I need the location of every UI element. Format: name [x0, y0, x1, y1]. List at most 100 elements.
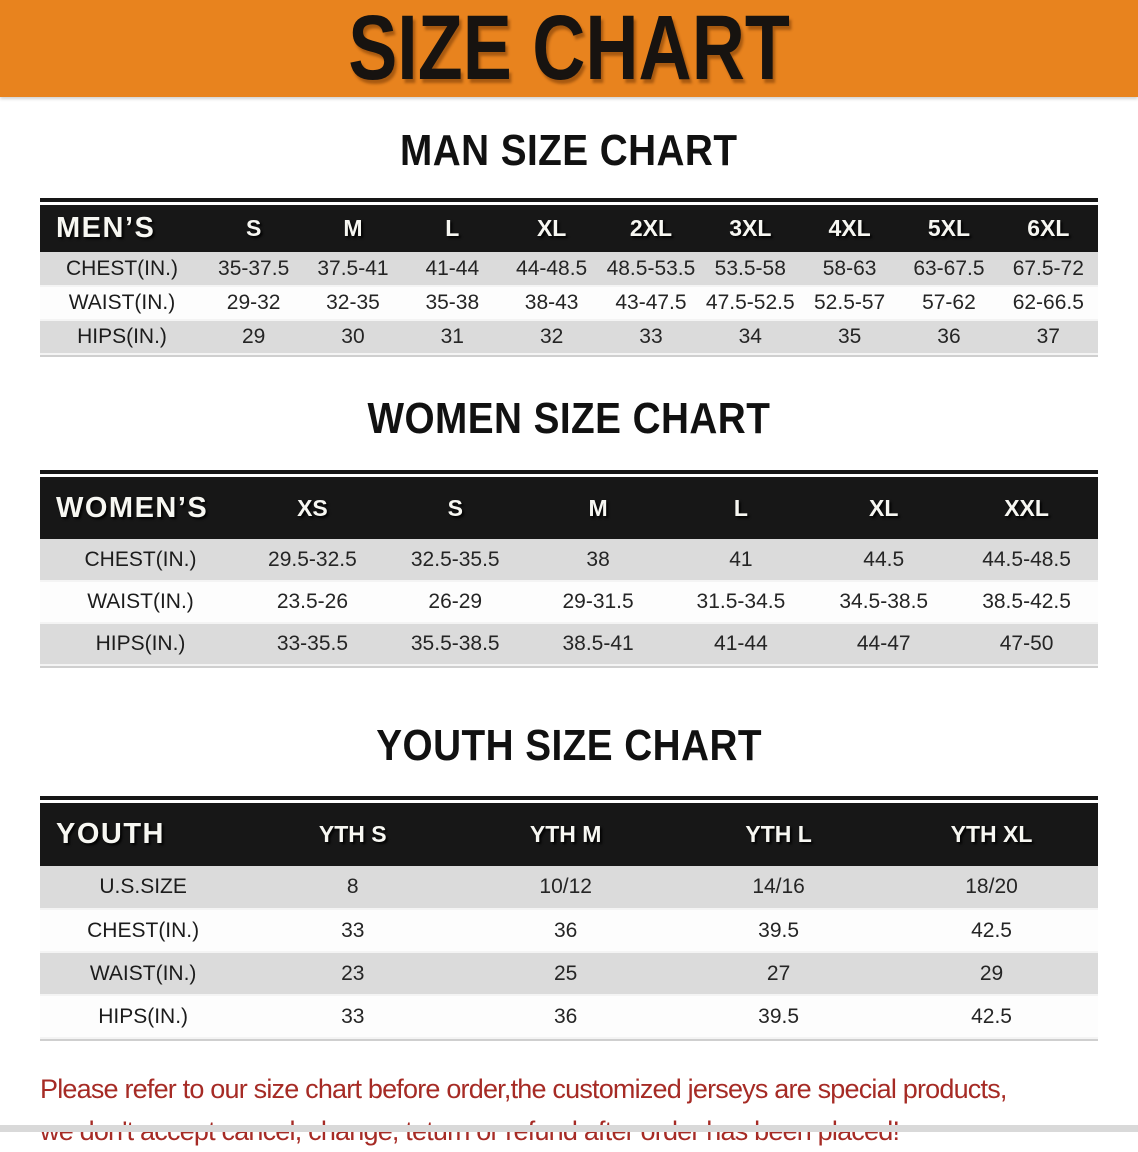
measurement-value: 35-37.5 — [203, 252, 304, 286]
header-row: WOMEN’S XS S M L XL XXL — [40, 477, 1098, 539]
measurement-value: 44.5-48.5 — [955, 539, 1098, 581]
measurement-value: 29 — [885, 952, 1098, 995]
measurement-value: 18/20 — [885, 866, 1098, 909]
men-section: MAN SIZE CHART MEN’S S M L XL 2XL 3XL 4XL 5XL 6XL… — [0, 126, 1138, 357]
youth-section: YOUTH SIZE CHART YOUTH YTH S YTH M YTH L YTH… — [0, 721, 1138, 1041]
measurement-value: 44-47 — [812, 623, 956, 665]
measurement-value: 39.5 — [672, 909, 886, 952]
table-row: HIPS(IN.) 33 36 39.5 42.5 — [40, 995, 1098, 1038]
measurement-value: 41 — [669, 539, 813, 581]
table-row: WAIST(IN.) 23 25 27 29 — [40, 952, 1098, 995]
measurement-value: 33 — [246, 995, 460, 1038]
measurement-value: 25 — [459, 952, 673, 995]
measurement-value: 38.5-41 — [526, 623, 670, 665]
table-title-cell: YOUTH — [40, 803, 247, 866]
women-heading-text: WOMEN SIZE CHART — [367, 394, 771, 443]
measurement-value: 36 — [899, 320, 999, 354]
measurement-value: 42.5 — [885, 995, 1098, 1038]
size-header-cell: 6XL — [998, 205, 1098, 252]
measurement-value: 29-32 — [203, 286, 304, 320]
measurement-value: 32 — [501, 320, 602, 354]
size-header-cell: YTH S — [246, 803, 460, 866]
youth-section-heading: YOUTH SIZE CHART — [0, 721, 1138, 771]
size-header-cell: YTH L — [672, 803, 886, 866]
size-header-cell: M — [303, 205, 403, 252]
measurement-value: 8 — [246, 866, 460, 909]
measurement-label: WAIST(IN.) — [40, 581, 242, 623]
size-header-cell: XL — [812, 477, 956, 539]
measurement-value: 52.5-57 — [799, 286, 900, 320]
table-row: WAIST(IN.) 29-32 32-35 35-38 38-43 43-47.5 47.… — [40, 286, 1098, 320]
measurement-value: 47-50 — [955, 623, 1098, 665]
men-section-heading: MAN SIZE CHART — [0, 126, 1138, 176]
women-section-heading: WOMEN SIZE CHART — [0, 394, 1138, 444]
measurement-value: 67.5-72 — [998, 252, 1098, 286]
disclaimer-note: Please refer to our size chart before or… — [40, 1068, 1124, 1152]
size-header-cell: S — [383, 477, 527, 539]
measurement-value: 38-43 — [501, 286, 602, 320]
measurement-value: 33 — [601, 320, 701, 354]
size-header-cell: 3XL — [700, 205, 800, 252]
women-section: WOMEN SIZE CHART WOMEN’S XS S M L XL XXL CHEST(… — [0, 394, 1138, 668]
measurement-value: 30 — [303, 320, 403, 354]
measurement-label: HIPS(IN.) — [40, 995, 247, 1038]
women-size-table: WOMEN’S XS S M L XL XXL CHEST(IN.) 29.5-32.5 32.5… — [40, 477, 1098, 666]
measurement-label: CHEST(IN.) — [40, 252, 204, 286]
measurement-value: 41-44 — [669, 623, 813, 665]
banner-title: SIZE CHART — [348, 0, 790, 99]
measurement-value: 38 — [526, 539, 670, 581]
measurement-label: WAIST(IN.) — [40, 952, 247, 995]
youth-size-table: YOUTH YTH S YTH M YTH L YTH XL U.S.SIZE 8 10/12… — [40, 803, 1098, 1039]
bottom-strip — [0, 1125, 1138, 1132]
measurement-value: 42.5 — [885, 909, 1098, 952]
measurement-label: HIPS(IN.) — [40, 320, 204, 354]
measurement-value: 31 — [402, 320, 502, 354]
measurement-value: 38.5-42.5 — [955, 581, 1098, 623]
size-header-cell: XS — [241, 477, 384, 539]
measurement-value: 27 — [672, 952, 886, 995]
measurement-label: CHEST(IN.) — [40, 909, 247, 952]
size-header-cell: M — [526, 477, 670, 539]
size-header-cell: 4XL — [799, 205, 900, 252]
size-header-cell: L — [402, 205, 502, 252]
measurement-value: 23.5-26 — [241, 581, 384, 623]
size-header-cell: L — [669, 477, 813, 539]
table-row: U.S.SIZE 8 10/12 14/16 18/20 — [40, 866, 1098, 909]
measurement-label: HIPS(IN.) — [40, 623, 242, 665]
disclaimer-line-1: Please refer to our size chart before or… — [40, 1074, 1007, 1104]
measurement-value: 33-35.5 — [241, 623, 384, 665]
measurement-value: 57-62 — [899, 286, 999, 320]
measurement-value: 34 — [700, 320, 800, 354]
measurement-value: 26-29 — [383, 581, 527, 623]
measurement-value: 34.5-38.5 — [812, 581, 956, 623]
measurement-label: CHEST(IN.) — [40, 539, 242, 581]
measurement-value: 53.5-58 — [700, 252, 800, 286]
measurement-value: 39.5 — [672, 995, 886, 1038]
men-size-table: MEN’S S M L XL 2XL 3XL 4XL 5XL 6XL CHEST(IN.) 35-37… — [40, 205, 1098, 355]
women-table-container: WOMEN’S XS S M L XL XXL CHEST(IN.) 29.5-32.5 32.5… — [40, 470, 1098, 668]
table-row: HIPS(IN.) 29 30 31 32 33 34 35 36 37 — [40, 320, 1098, 354]
measurement-value: 23 — [246, 952, 460, 995]
measurement-value: 36 — [459, 909, 673, 952]
table-row: HIPS(IN.) 33-35.5 35.5-38.5 38.5-41 41-44 44-… — [40, 623, 1098, 665]
measurement-value: 35 — [799, 320, 900, 354]
size-header-cell: XL — [501, 205, 602, 252]
table-row: CHEST(IN.) 29.5-32.5 32.5-35.5 38 41 44.5 44.5… — [40, 539, 1098, 581]
table-row: CHEST(IN.) 35-37.5 37.5-41 41-44 44-48.5 48.5… — [40, 252, 1098, 286]
table-row: WAIST(IN.) 23.5-26 26-29 29-31.5 31.5-34.5 34… — [40, 581, 1098, 623]
measurement-value: 29-31.5 — [526, 581, 670, 623]
measurement-label: U.S.SIZE — [40, 866, 247, 909]
measurement-value: 47.5-52.5 — [700, 286, 800, 320]
size-header-cell: 2XL — [601, 205, 701, 252]
size-header-cell: YTH M — [459, 803, 673, 866]
measurement-value: 14/16 — [672, 866, 886, 909]
header-row: YOUTH YTH S YTH M YTH L YTH XL — [40, 803, 1098, 866]
table-row: CHEST(IN.) 33 36 39.5 42.5 — [40, 909, 1098, 952]
measurement-value: 37 — [998, 320, 1098, 354]
men-heading-text: MAN SIZE CHART — [400, 126, 738, 175]
youth-table-container: YOUTH YTH S YTH M YTH L YTH XL U.S.SIZE 8 10/12… — [40, 796, 1098, 1041]
measurement-value: 33 — [246, 909, 460, 952]
table-title-cell: MEN’S — [40, 205, 204, 252]
size-header-cell: 5XL — [899, 205, 999, 252]
